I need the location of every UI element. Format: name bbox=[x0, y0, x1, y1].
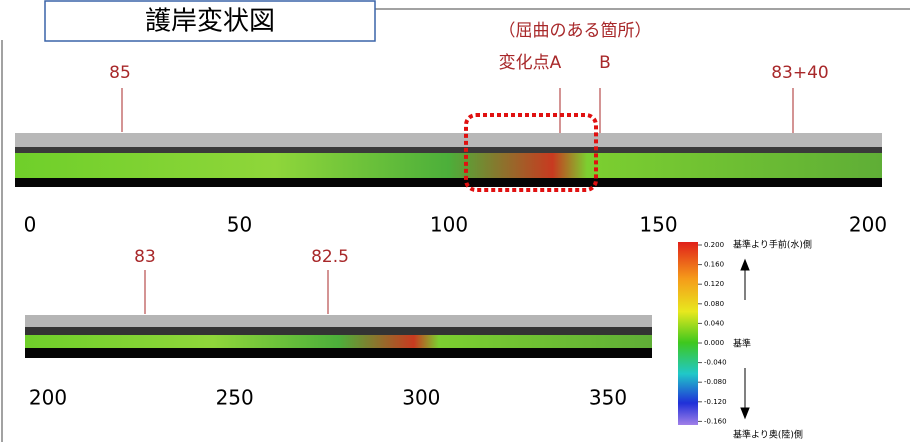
colorbar-label: 基準 bbox=[733, 338, 751, 350]
axis-tick-label: 200 bbox=[849, 213, 887, 237]
station-label: 83+40 bbox=[771, 63, 829, 83]
title: 護岸変状図 bbox=[145, 7, 275, 37]
colorbar-tick-label: -0.040 bbox=[704, 359, 727, 367]
change-point-a: 変化点A bbox=[499, 53, 562, 73]
figure: 護岸変状図 （屈曲のある箇所） 変化点A B 85 83+40 83 82.5 … bbox=[0, 0, 910, 442]
station-label: 83 bbox=[134, 247, 156, 267]
axis-tick-label: 0 bbox=[24, 213, 37, 237]
axis-tick-label: 150 bbox=[639, 213, 677, 237]
bend-note: （屈曲のある箇所） bbox=[499, 21, 652, 41]
colorbar-tick-label: 0.120 bbox=[704, 280, 724, 288]
colorbar-tick-label: 0.040 bbox=[704, 319, 724, 327]
colorbar-tick-label: 0.160 bbox=[704, 261, 724, 269]
colorbar bbox=[678, 242, 698, 425]
colorbar-tick-label: 0.200 bbox=[704, 241, 724, 249]
strip-image bbox=[25, 315, 652, 358]
axis-tick-label: 300 bbox=[402, 386, 440, 410]
colorbar-tick-label: -0.160 bbox=[704, 417, 727, 425]
axis-tick-label: 50 bbox=[227, 213, 252, 237]
station-label: 82.5 bbox=[311, 247, 349, 267]
axis-tick-label: 200 bbox=[29, 386, 67, 410]
axis-tick-label: 250 bbox=[216, 386, 254, 410]
colorbar-label: 基準より奥(陸)側 bbox=[733, 429, 803, 441]
colorbar-label: 基準より手前(水)側 bbox=[733, 239, 812, 251]
colorbar-tick-label: 0.000 bbox=[704, 339, 724, 347]
axis-tick-label: 100 bbox=[430, 213, 468, 237]
station-label: 85 bbox=[109, 63, 131, 83]
strip-image bbox=[15, 133, 882, 187]
colorbar-tick-label: -0.120 bbox=[704, 398, 727, 406]
change-point-b: B bbox=[599, 53, 611, 73]
axis-tick-label: 350 bbox=[589, 386, 627, 410]
colorbar-tick-label: 0.080 bbox=[704, 300, 724, 308]
colorbar-tick-label: -0.080 bbox=[704, 378, 727, 386]
